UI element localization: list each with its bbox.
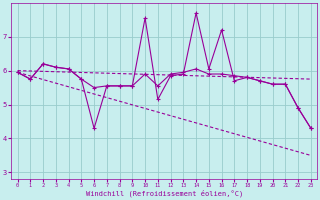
X-axis label: Windchill (Refroidissement éolien,°C): Windchill (Refroidissement éolien,°C)	[85, 190, 243, 197]
